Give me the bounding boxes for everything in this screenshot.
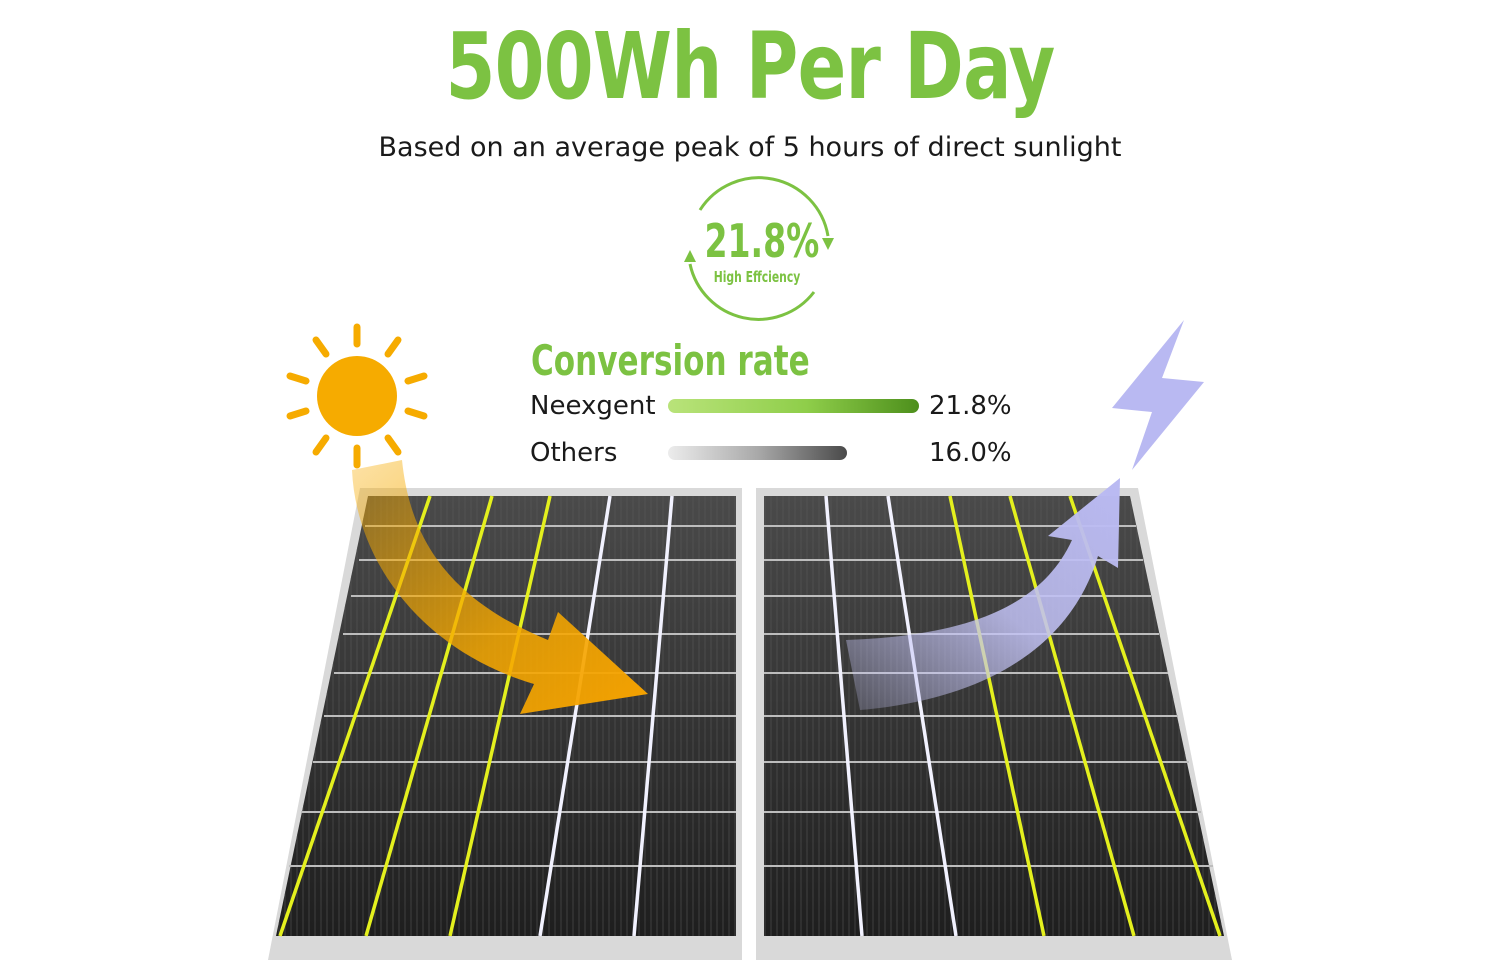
refresh-arrows-icon bbox=[684, 176, 834, 321]
headline: 500Wh Per Day bbox=[445, 13, 1055, 120]
solar-panel-right bbox=[756, 488, 1232, 960]
bar-neexgent bbox=[668, 399, 919, 413]
row-label-others: Others bbox=[530, 438, 618, 468]
subtitle: Based on an average peak of 5 hours of d… bbox=[378, 132, 1122, 163]
bar-others bbox=[668, 446, 847, 460]
energy-arrow bbox=[846, 478, 1120, 710]
lightning-icon bbox=[1112, 320, 1204, 470]
row-value-neexgent: 21.8% bbox=[929, 391, 1012, 421]
row-value-others: 16.0% bbox=[929, 438, 1012, 468]
efficiency-badge-label: High Effciency bbox=[713, 268, 801, 286]
efficiency-badge-value: 21.8% bbox=[704, 214, 820, 268]
sun-icon bbox=[286, 323, 428, 469]
conversion-rate-title: Conversion rate bbox=[531, 336, 810, 385]
solar-panel-left bbox=[268, 488, 742, 960]
sunlight-arrow bbox=[352, 460, 648, 714]
row-label-neexgent: Neexgent bbox=[530, 391, 656, 421]
